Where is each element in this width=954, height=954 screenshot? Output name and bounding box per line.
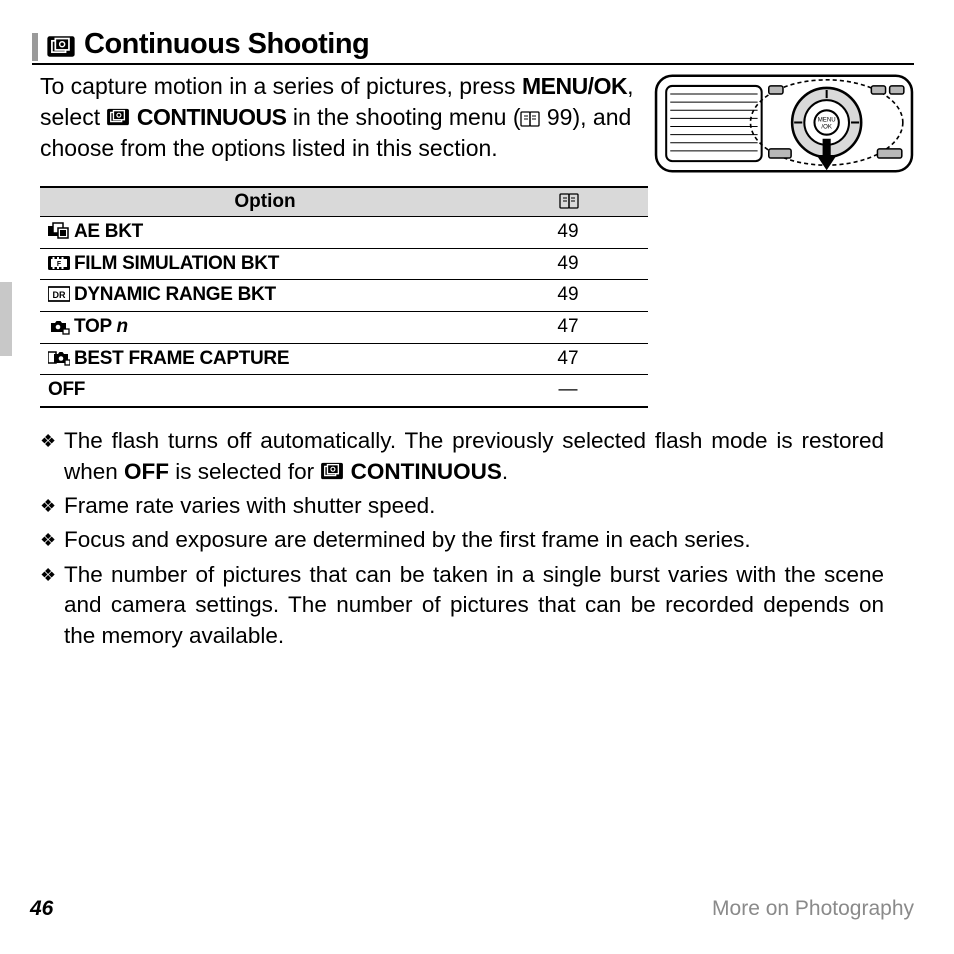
table-row: AE BKT 49 (40, 217, 648, 249)
table-row: TOP n 47 (40, 312, 648, 344)
heading-accent-bar (32, 33, 38, 61)
row-page: 49 (490, 217, 648, 249)
options-table: Option AE BKT 49 FILM SIMULATION BKT 49 … (40, 186, 648, 408)
note-bold: OFF (124, 459, 169, 484)
note-body: Focus and exposure are determined by the… (64, 525, 884, 556)
note-item: ❖ The flash turns off automatically. The… (40, 426, 884, 487)
row-label: FILM SIMULATION BKT (74, 253, 279, 274)
ae-bkt-icon (48, 222, 70, 240)
intro-page-ref: 99 (540, 104, 572, 130)
row-page: 49 (490, 280, 648, 312)
camera-illustration (654, 71, 914, 176)
note-text: . (502, 459, 508, 484)
book-icon (559, 193, 579, 209)
table-row: OFF — (40, 375, 648, 407)
intro-continuous-label: CONTINUOUS (137, 104, 287, 130)
header-option: Option (40, 187, 490, 217)
row-page: 49 (490, 248, 648, 280)
row-page: 47 (490, 343, 648, 375)
footer-section-title: More on Photography (712, 897, 914, 921)
row-label: DYNAMIC RANGE BKT (74, 284, 276, 305)
table-row: DYNAMIC RANGE BKT 49 (40, 280, 648, 312)
note-item: ❖ Focus and exposure are determined by t… (40, 525, 884, 556)
row-label: OFF (48, 379, 85, 400)
dr-bkt-icon (48, 285, 70, 303)
page-number: 46 (30, 897, 53, 921)
note-body: Frame rate varies with shutter speed. (64, 491, 884, 522)
notes-list: ❖ The flash turns off automatically. The… (40, 426, 884, 651)
table-header-row: Option (40, 187, 648, 217)
book-icon (520, 111, 540, 127)
section-tab (0, 282, 12, 356)
note-body: The number of pictures that can be taken… (64, 560, 884, 651)
row-label: TOP n (74, 316, 128, 337)
bullet-icon: ❖ (40, 525, 64, 556)
note-bold: CONTINUOUS (351, 459, 502, 484)
table-row: FILM SIMULATION BKT 49 (40, 248, 648, 280)
page-footer: 46 More on Photography (0, 897, 954, 921)
intro-menu-ok: MENU/OK (522, 73, 627, 99)
intro-block: To capture motion in a series of picture… (40, 71, 914, 176)
intro-text: To capture motion in a series of picture… (40, 71, 654, 176)
note-text: is selected for (169, 459, 320, 484)
header-page-ref (490, 187, 648, 217)
note-item: ❖ The number of pictures that can be tak… (40, 560, 884, 651)
note-item: ❖ Frame rate varies with shutter speed. (40, 491, 884, 522)
intro-part1: To capture motion in a series of picture… (40, 73, 522, 99)
row-label: BEST FRAME CAPTURE (74, 348, 289, 369)
bullet-icon: ❖ (40, 426, 64, 487)
continuous-icon (106, 107, 130, 127)
continuous-icon (46, 34, 76, 59)
table-row: BEST FRAME CAPTURE 47 (40, 343, 648, 375)
top-n-icon (48, 317, 70, 335)
section-heading: Continuous Shooting (32, 28, 914, 65)
note-body: The flash turns off automatically. The p… (64, 426, 884, 487)
best-frame-icon (48, 349, 70, 367)
heading-title: Continuous Shooting (84, 28, 369, 61)
bullet-icon: ❖ (40, 560, 64, 651)
continuous-icon (320, 461, 344, 481)
row-page: — (490, 375, 648, 407)
bullet-icon: ❖ (40, 491, 64, 522)
row-label: AE BKT (74, 221, 143, 242)
film-sim-icon (48, 254, 70, 272)
row-page: 47 (490, 312, 648, 344)
intro-part3: in the shooting menu ( (287, 104, 521, 130)
manual-page: Continuous Shooting To capture motion in… (0, 0, 954, 954)
